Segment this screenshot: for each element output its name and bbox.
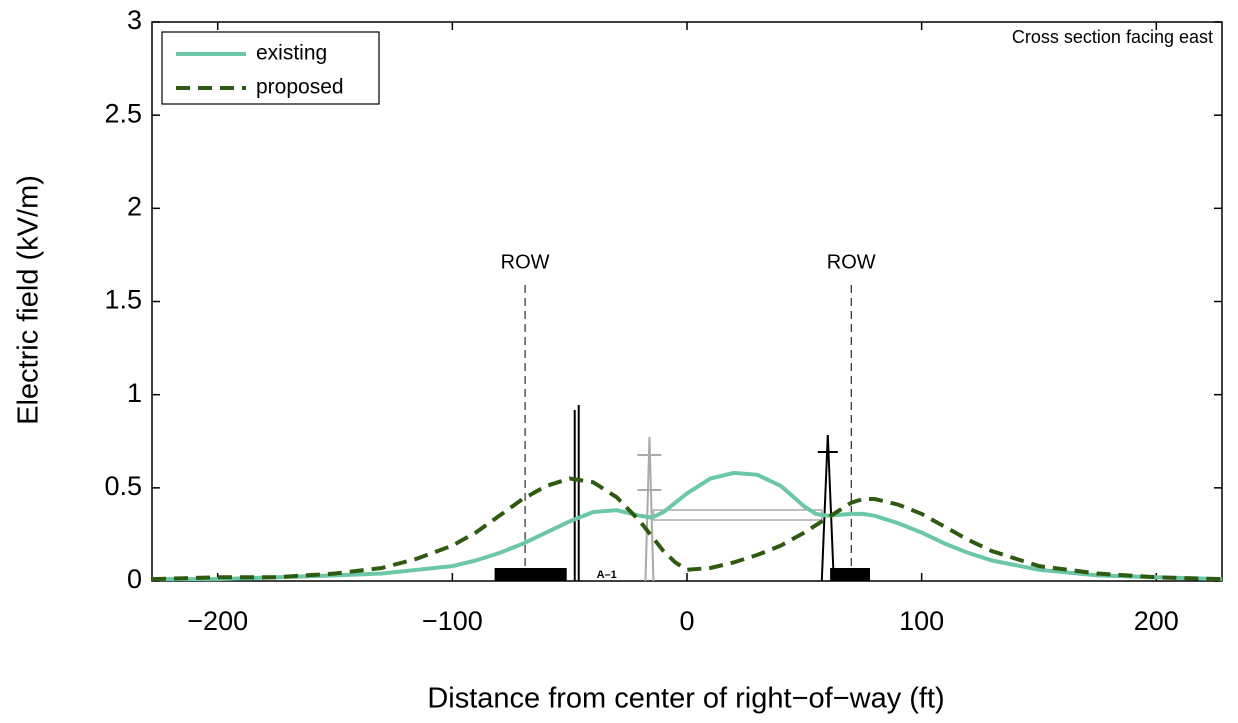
legend-box <box>161 31 380 105</box>
annotation: Cross section facing east <box>1012 27 1213 47</box>
plot-frame <box>151 21 1223 582</box>
annotation: A–1 <box>597 569 617 581</box>
y-axis-label: Electric field (kV/m) <box>13 175 45 425</box>
structure-base <box>494 568 567 581</box>
y-tick-label: 1 <box>127 378 142 408</box>
legend-label: existing <box>256 42 327 65</box>
y-tick-label: 0.5 <box>104 471 142 501</box>
y-tick-label: 2.5 <box>104 98 142 128</box>
x-tick-label: 100 <box>899 606 944 636</box>
annotation: ROW <box>827 251 876 273</box>
x-tick-label: −100 <box>422 606 483 636</box>
x-tick-label: 200 <box>1134 606 1179 636</box>
series-line <box>151 476 1223 582</box>
series-line <box>152 470 1223 582</box>
y-tick-label: 2 <box>127 191 142 221</box>
x-tick-label: −200 <box>187 606 248 636</box>
annotation: ROW <box>501 251 550 273</box>
tower <box>817 434 838 582</box>
y-tick-label: 1.5 <box>104 285 142 315</box>
tower <box>637 436 662 582</box>
bridge <box>652 509 823 521</box>
annotation: B–1 <box>848 569 868 581</box>
legend-label: proposed <box>256 76 344 99</box>
y-tick-label: 0 <box>127 564 142 594</box>
y-tick-label: 3 <box>127 5 142 35</box>
x-axis-label: Distance from center of right−of−way (ft… <box>427 683 944 715</box>
structure-base <box>830 568 871 581</box>
x-tick-label: 0 <box>679 606 694 636</box>
